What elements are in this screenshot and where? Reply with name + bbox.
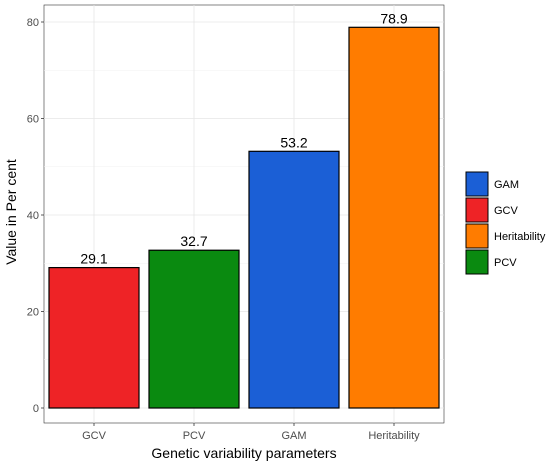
legend-label-heritability: Heritability — [494, 231, 546, 243]
data-label-gam: 53.2 — [280, 134, 307, 150]
legend-label-pcv: PCV — [494, 257, 517, 269]
bars — [48, 26, 440, 409]
y-tick-label: 40 — [27, 210, 39, 222]
bar-pcv — [148, 249, 240, 409]
bar-gam — [248, 150, 340, 409]
data-labels: 29.1 32.7 53.2 78.9 — [80, 10, 407, 266]
y-tick-label: 80 — [27, 17, 39, 29]
data-label-heritability: 78.9 — [380, 10, 407, 26]
legend-key-pcv — [465, 249, 489, 275]
legend-label-gcv: GCV — [494, 205, 519, 217]
data-label-pcv: 32.7 — [180, 233, 207, 249]
x-axis: GCV PCV GAM Heritability — [82, 423, 420, 442]
y-axis: 0 20 40 60 80 — [27, 17, 44, 415]
data-label-gcv: 29.1 — [80, 251, 107, 267]
legend-key-gcv — [465, 197, 489, 223]
y-tick-label: 0 — [33, 403, 39, 415]
legend: GAM GCV Heritability PCV — [465, 171, 546, 275]
x-tick-label: Heritability — [368, 430, 420, 442]
y-axis-title: Value in Per cent — [3, 159, 19, 265]
x-tick-label: PCV — [183, 430, 206, 442]
x-axis-title: Genetic variability parameters — [151, 445, 336, 461]
bar-heritability — [348, 26, 440, 409]
x-tick-label: GAM — [281, 430, 306, 442]
legend-key-gam — [465, 171, 489, 197]
legend-key-heritability — [465, 223, 489, 249]
x-tick-label: GCV — [82, 430, 107, 442]
y-tick-label: 60 — [27, 114, 39, 126]
bar-gcv — [48, 266, 140, 409]
y-tick-label: 20 — [27, 307, 39, 319]
legend-label-gam: GAM — [494, 179, 519, 191]
